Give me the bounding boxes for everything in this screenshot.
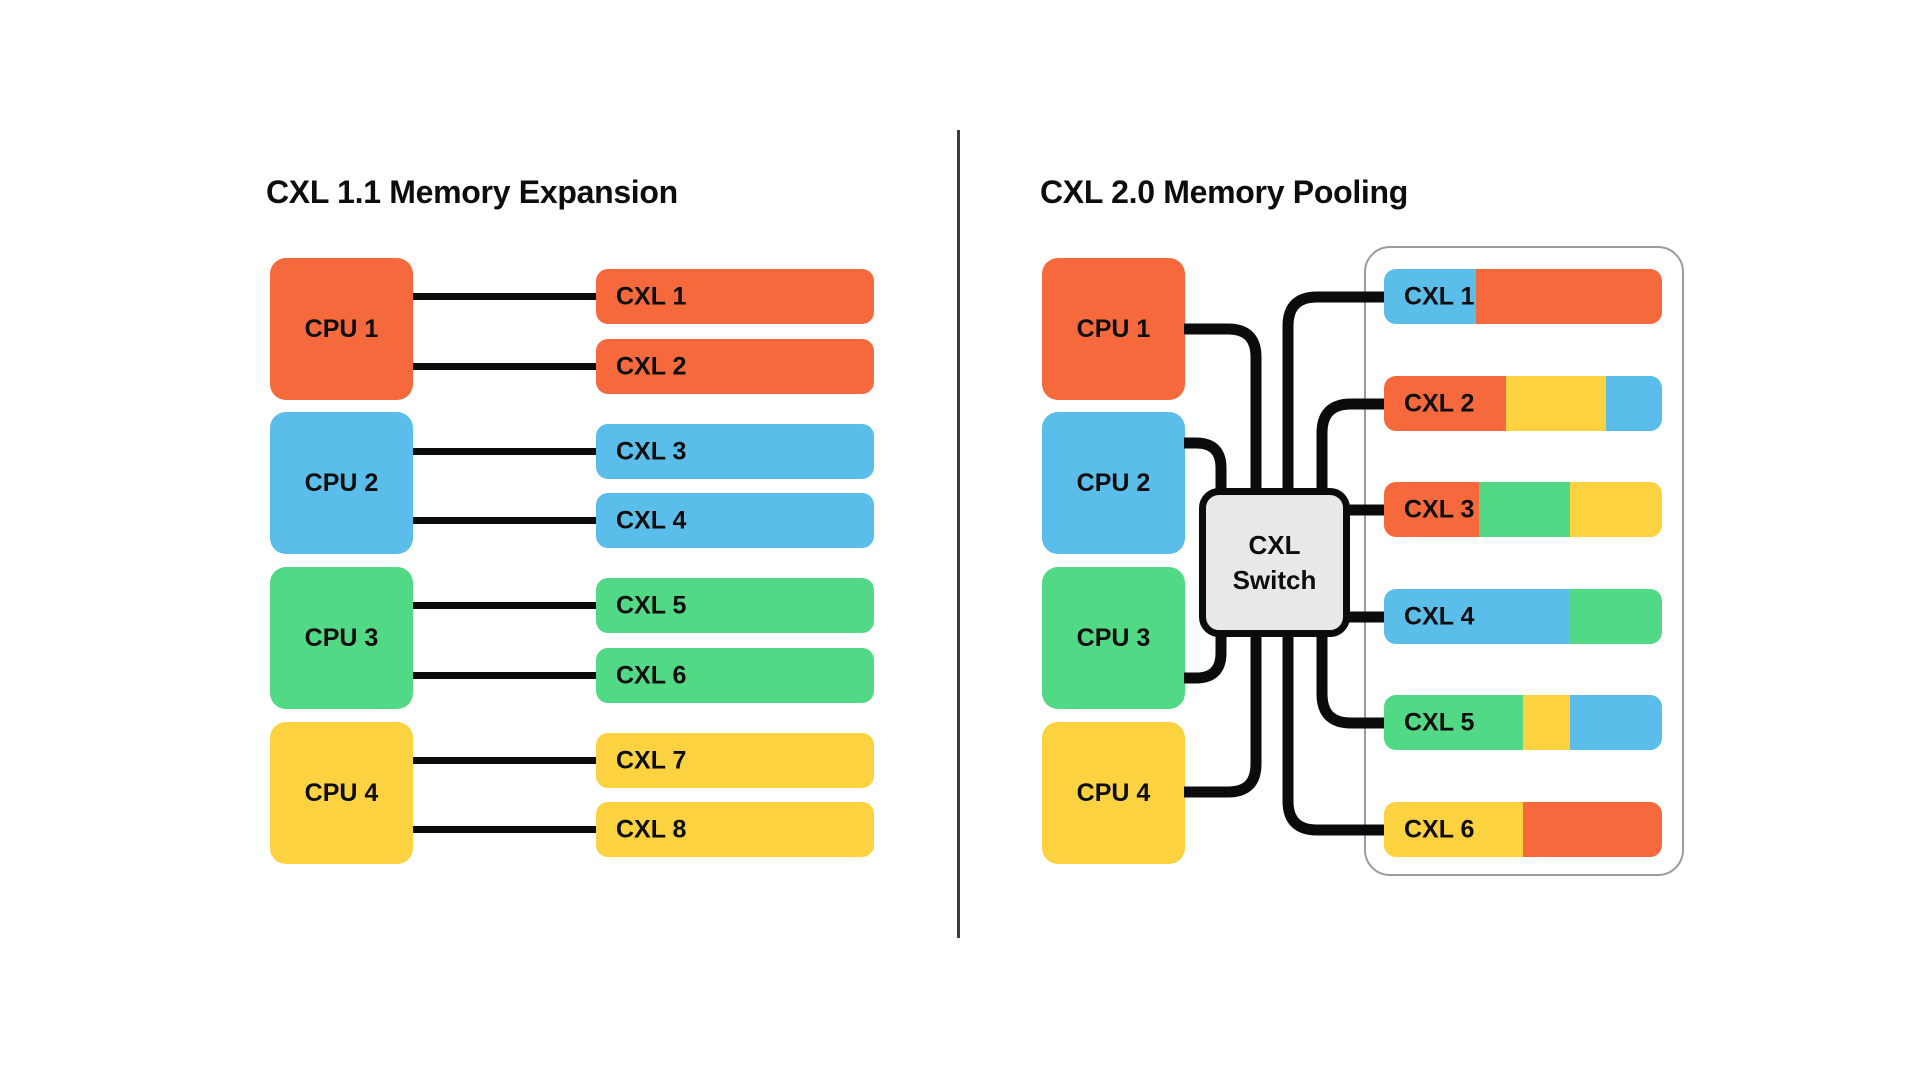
pool-module-cxl-2: CXL 2 [1384, 376, 1662, 431]
right-panel-title: CXL 2.0 Memory Pooling [1040, 174, 1408, 210]
memory-segment-yellow [1570, 482, 1662, 537]
left-cpu-3-box: CPU 3 [270, 567, 413, 709]
memory-segment-yellow [1384, 802, 1523, 857]
left-module-cxl-7: CXL 7 [596, 733, 874, 788]
cxl-switch-label-line1: CXL [1248, 530, 1301, 561]
left-module-cxl-6-label: CXL 6 [616, 661, 687, 689]
left-cpu-1-box: CPU 1 [270, 258, 413, 400]
right-cpu-3-label: CPU 3 [1076, 623, 1151, 652]
pool-module-cxl-2-label: CXL 2 [1404, 389, 1475, 417]
pool-module-cxl-6-label: CXL 6 [1404, 815, 1475, 843]
memory-segment-green [1384, 695, 1523, 750]
pool-module-cxl-3-label: CXL 3 [1404, 495, 1475, 523]
left-cpu-1-label: CPU 1 [304, 314, 379, 343]
left-cpu-2-label: CPU 2 [304, 468, 379, 497]
pool-module-cxl-3: CXL 3 [1384, 482, 1662, 537]
connector-switch-to-cxl1 [1282, 291, 1386, 493]
memory-segment-yellow [1523, 695, 1571, 750]
left-cpu-3-label: CPU 3 [304, 623, 379, 652]
left-module-cxl-2: CXL 2 [596, 339, 874, 394]
connector-cpu1-cxl1 [413, 293, 596, 300]
right-cpu-4-box: CPU 4 [1042, 722, 1185, 864]
memory-segment-green [1478, 482, 1571, 537]
connector-cpu1-to-switch [1184, 323, 1262, 493]
memory-segment-orange [1384, 376, 1507, 431]
connector-cpu3-cxl6 [413, 672, 596, 679]
left-module-cxl-1: CXL 1 [596, 269, 874, 324]
connector-switch-to-cxl5 [1316, 632, 1386, 729]
left-module-cxl-1-label: CXL 1 [616, 282, 687, 310]
pool-module-cxl-1-label: CXL 1 [1404, 282, 1475, 310]
connector-switch-to-cxl2 [1316, 398, 1386, 493]
panel-divider-line [957, 130, 960, 938]
cxl-switch-label-line2: Switch [1232, 564, 1317, 595]
left-module-cxl-8-label: CXL 8 [616, 815, 687, 843]
left-module-cxl-3: CXL 3 [596, 424, 874, 479]
left-module-cxl-2-label: CXL 2 [616, 352, 687, 380]
left-cpu-2-box: CPU 2 [270, 412, 413, 554]
connector-cpu3-cxl5 [413, 602, 596, 609]
memory-segment-orange [1475, 269, 1662, 324]
memory-segment-orange [1523, 802, 1662, 857]
right-cpu-2-box: CPU 2 [1042, 412, 1185, 554]
connector-cpu2-cxl3 [413, 448, 596, 455]
memory-segment-yellow [1506, 376, 1607, 431]
right-cpu-2-label: CPU 2 [1076, 468, 1151, 497]
memory-segment-blue [1384, 269, 1476, 324]
right-cpu-1-box: CPU 1 [1042, 258, 1185, 400]
connector-cpu2-to-switch [1184, 437, 1227, 493]
connector-cpu4-to-switch [1184, 632, 1262, 798]
connector-cpu1-cxl2 [413, 363, 596, 370]
connector-cpu4-cxl7 [413, 757, 596, 764]
left-cpu-4-box: CPU 4 [270, 722, 413, 864]
memory-segment-orange [1384, 482, 1479, 537]
pool-module-cxl-4: CXL 4 [1384, 589, 1662, 644]
memory-segment-green [1570, 589, 1662, 644]
right-cpu-1-label: CPU 1 [1076, 314, 1151, 343]
memory-segment-blue [1606, 376, 1662, 431]
left-module-cxl-4: CXL 4 [596, 493, 874, 548]
right-cpu-4-label: CPU 4 [1076, 778, 1151, 807]
left-module-cxl-3-label: CXL 3 [616, 437, 687, 465]
right-cpu-3-box: CPU 3 [1042, 567, 1185, 709]
connector-cpu2-cxl4 [413, 517, 596, 524]
connector-switch-to-cxl6 [1282, 632, 1386, 836]
pool-module-cxl-5-label: CXL 5 [1404, 708, 1475, 736]
left-panel-title: CXL 1.1 Memory Expansion [266, 174, 678, 210]
left-module-cxl-5: CXL 5 [596, 578, 874, 633]
left-module-cxl-7-label: CXL 7 [616, 746, 687, 774]
left-module-cxl-6: CXL 6 [596, 648, 874, 703]
memory-segment-blue [1570, 695, 1662, 750]
pool-module-cxl-1: CXL 1 [1384, 269, 1662, 324]
pool-module-cxl-4-label: CXL 4 [1404, 602, 1475, 630]
left-module-cxl-8: CXL 8 [596, 802, 874, 857]
left-cpu-4-label: CPU 4 [304, 778, 379, 807]
left-module-cxl-5-label: CXL 5 [616, 591, 687, 619]
memory-segment-blue [1384, 589, 1571, 644]
pool-module-cxl-5: CXL 5 [1384, 695, 1662, 750]
cxl-switch-box: CXL Switch [1199, 488, 1350, 637]
connector-cpu4-cxl8 [413, 826, 596, 833]
connector-cpu3-to-switch [1184, 632, 1227, 684]
memory-pool-container [1364, 246, 1684, 876]
pool-module-cxl-6: CXL 6 [1384, 802, 1662, 857]
left-module-cxl-4-label: CXL 4 [616, 506, 687, 534]
